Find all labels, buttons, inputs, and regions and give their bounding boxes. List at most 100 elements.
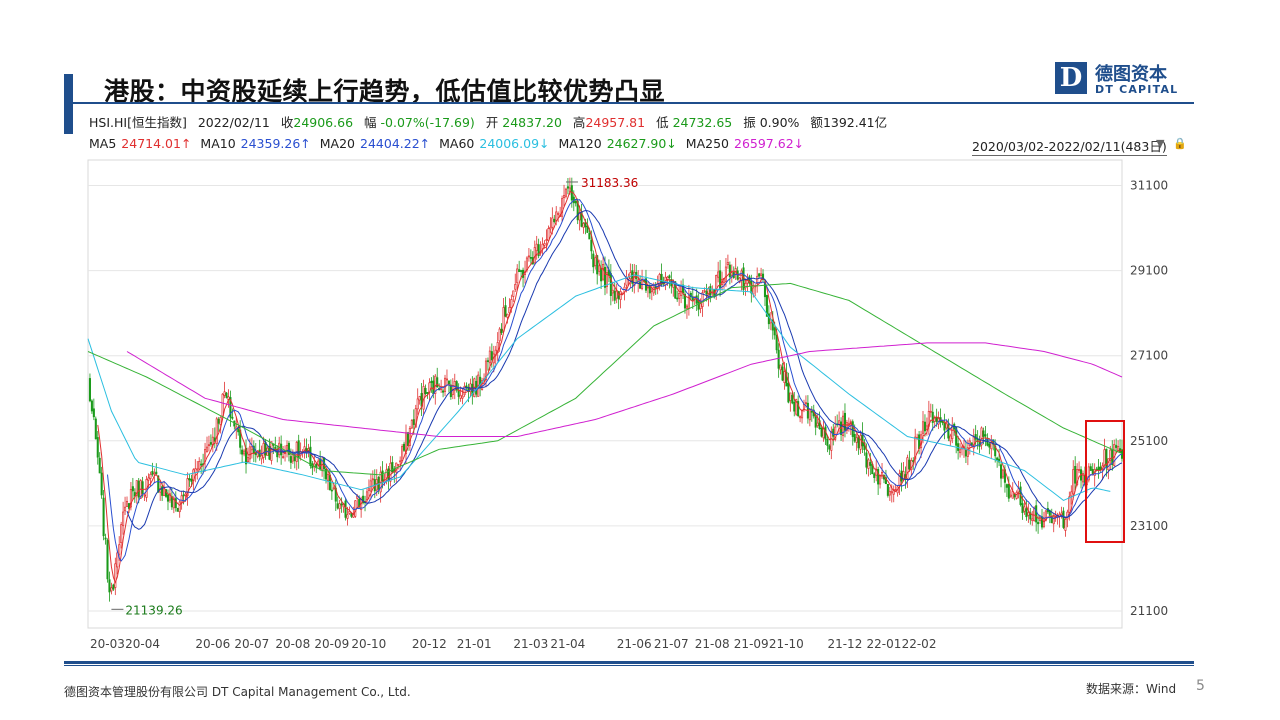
candle-body [789,392,792,401]
candle-body [262,443,265,458]
candle-body [605,272,608,287]
candle-body [502,307,505,332]
candle-body [592,253,595,268]
candle-body [1078,469,1081,471]
candle-body [1011,491,1014,499]
candle-body [984,434,987,437]
y-tick-label: 23100 [1130,519,1168,533]
candle-body [1103,449,1106,466]
title-accent-bar [64,74,73,134]
candle-body [746,279,749,284]
candle-body [685,305,688,309]
candle-body [246,457,250,463]
candle-body [1072,469,1075,495]
candle-body [151,471,154,475]
candle-body [330,489,333,492]
candle-body [442,390,445,393]
logo-name-en: DT CAPITAL [1095,83,1179,96]
candle-body [855,437,858,443]
ma20-label: MA20 [319,136,356,151]
candle-body [834,426,837,440]
candle-body [488,350,491,364]
candle-body [619,291,622,300]
high-label: 高 [572,115,586,130]
candle-body [923,421,926,432]
candle-body [906,457,909,479]
candle-body [196,468,199,471]
ma60-label: MA60 [439,136,475,151]
candle-body [795,399,798,415]
candle-body [418,396,421,401]
candle-body [845,422,848,431]
x-tick-label: 20-04 [125,637,160,651]
candle-body [672,282,675,288]
candle-body [582,223,585,228]
y-tick-label: 31100 [1130,179,1168,193]
logo-name-cn: 德图资本 [1095,64,1167,85]
candle-body [1068,496,1071,513]
candle-body [112,584,115,590]
candle-body [564,188,568,197]
candle-body [1070,491,1073,497]
candle-body [678,292,681,299]
x-tick-label: 20-09 [314,637,349,651]
candle-body [348,511,351,514]
candle-body [141,481,144,494]
candle-body [525,257,528,271]
candle-body [748,276,751,284]
candle-body [771,319,774,331]
candle-body [660,273,663,285]
candle-body [443,377,447,392]
candle-body [761,273,765,281]
candle-body [574,200,577,204]
candle-body [102,497,105,537]
candle-body [650,289,653,292]
candle-body [403,443,406,451]
candle-body [336,503,339,509]
low-annotation: 21139.26 [125,603,182,617]
ma10-value: 24359.26↑ [240,136,311,151]
candle-body [925,425,928,430]
candle-body [785,371,788,387]
candle-body [92,408,95,418]
candle-body [389,462,392,482]
candle-body [186,478,189,496]
candle-body [500,328,503,334]
range-dropdown-icon[interactable]: ▼ [1156,137,1165,150]
index-code: HSI.HI[恒生指数] [89,115,187,130]
ma60-line [87,274,1111,501]
candle-body [124,506,127,512]
candle-body [600,267,603,282]
lock-icon[interactable]: 🔒 [1173,137,1187,150]
candle-body [633,271,636,287]
candle-body [804,402,807,405]
candle-body [797,401,800,417]
candle-body [445,378,449,381]
ma120-label: MA120 [558,136,602,151]
candle-body [459,394,462,399]
x-tick-label: 21-10 [769,637,804,651]
candle-body [674,281,677,299]
candle-body [877,469,880,485]
date-range[interactable]: 2020/03/02-2022/02/11(483日) [972,136,1167,156]
candle-body [321,460,324,471]
candle-body [730,272,733,276]
candle-body [773,327,776,336]
candle-body [1089,466,1092,471]
candle-body [157,475,160,493]
candle-body [666,276,669,281]
x-tick-label: 21-08 [695,637,730,651]
ma5-label: MA5 [89,136,117,151]
amount-field: 额1392.41亿 [810,115,887,130]
candle-body [182,494,185,497]
candle-body [440,387,443,390]
candle-body [276,448,279,458]
close-label: 收 [280,115,294,130]
candle-body [602,263,605,280]
candle-body [1099,466,1102,470]
candle-body [397,463,400,466]
candle-body [943,422,946,431]
candle-body [319,458,322,470]
candle-body [256,451,259,457]
candle-body [326,474,329,481]
